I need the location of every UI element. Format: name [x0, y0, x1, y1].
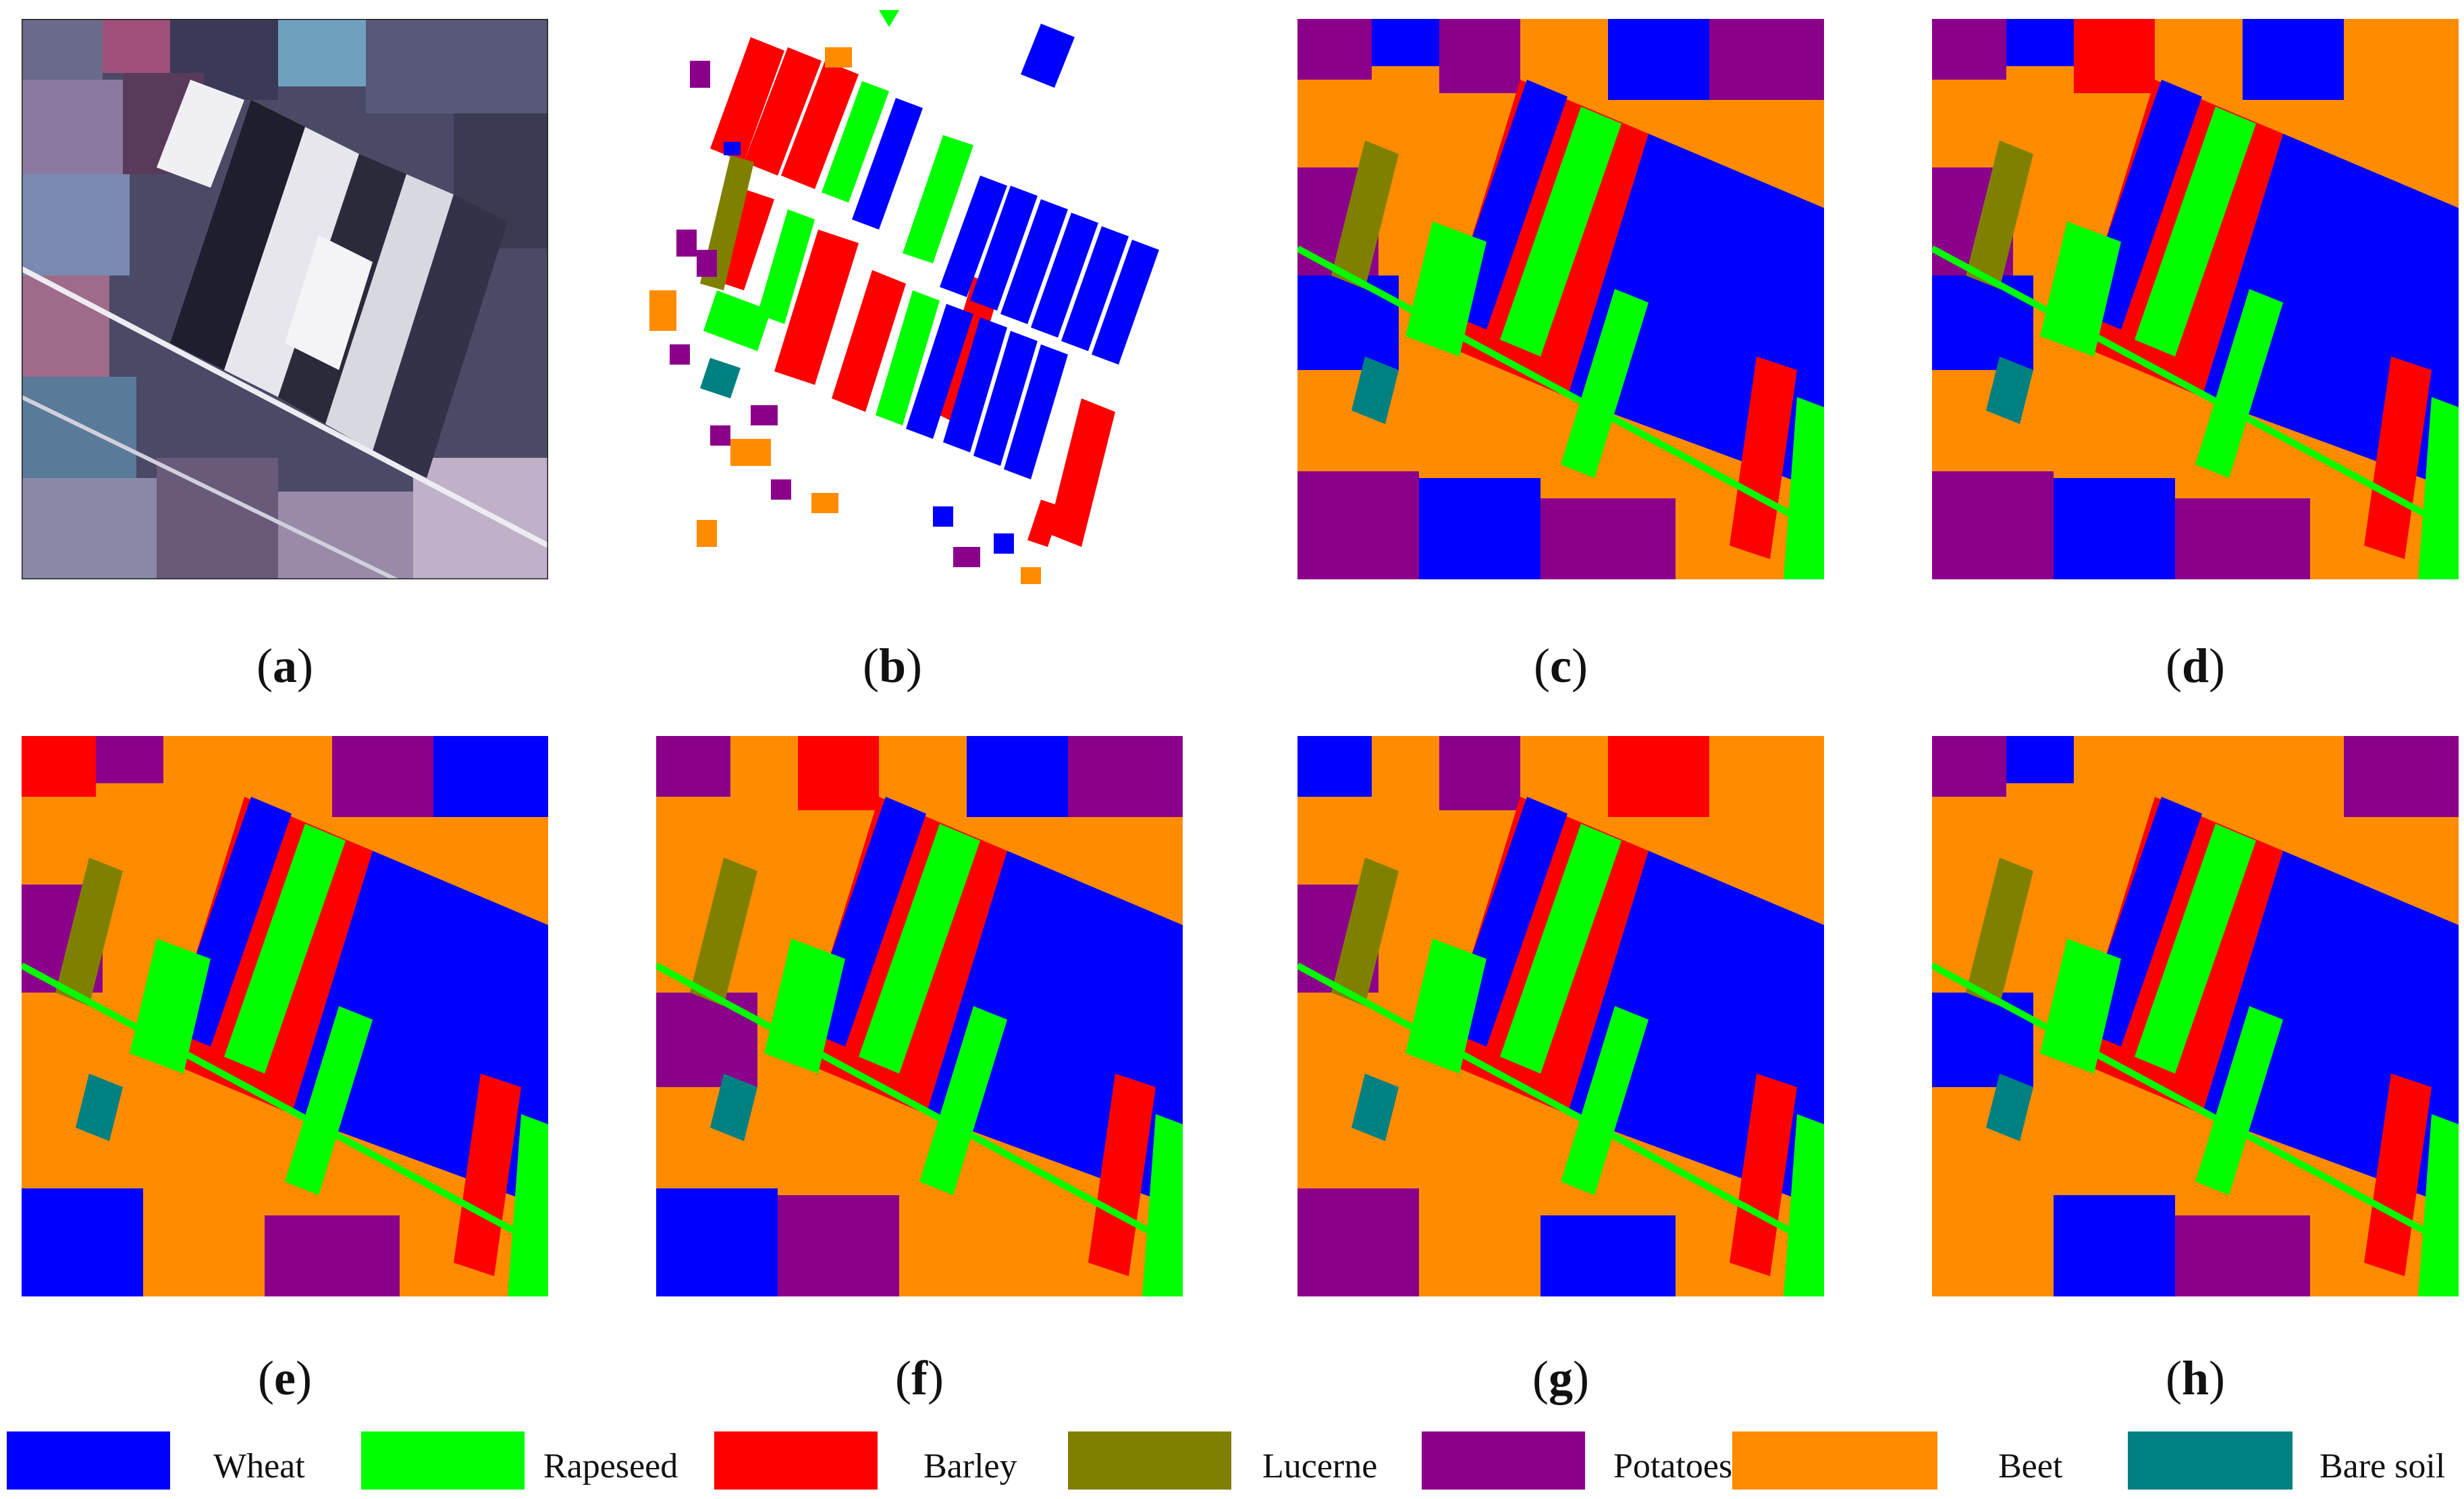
gt-orange-fields	[649, 47, 1041, 584]
panel-b-ground-truth	[643, 7, 1183, 587]
panel-c-classification-map	[1297, 19, 1824, 579]
classification-map-e	[22, 736, 548, 1296]
gt-purple-fields	[670, 61, 980, 567]
caption-e: (e)	[258, 1351, 312, 1405]
classification-map-c	[1297, 19, 1824, 579]
map-fields	[656, 736, 1183, 1296]
legend-swatch-potatoes	[1422, 1431, 1585, 1490]
classification-map-f	[656, 736, 1183, 1296]
classification-map-g	[1297, 736, 1824, 1296]
legend-label-wheat: Wheat	[213, 1447, 305, 1485]
map-fields	[1297, 19, 1824, 579]
panel-d-classification-map	[1932, 19, 2459, 579]
sar-bright-strips	[157, 80, 508, 478]
legend-swatch-bare-soil	[2128, 1431, 2293, 1490]
classification-map-d	[1932, 19, 2459, 579]
legend-label-potatoes: Potatoes	[1613, 1447, 1733, 1485]
caption-f: (f)	[895, 1351, 944, 1405]
legend-swatch-rapeseed	[361, 1431, 525, 1490]
panel-g-classification-map	[1297, 736, 1824, 1296]
ground-truth-map	[643, 7, 1183, 587]
legend-label-rapeseed: Rapeseed	[543, 1447, 678, 1485]
sar-image	[22, 19, 548, 579]
legend-swatch-barley	[714, 1431, 878, 1490]
legend-label-bare-soil: Bare soil	[2320, 1447, 2446, 1485]
caption-d: (d)	[2165, 639, 2225, 693]
map-fields	[1932, 19, 2459, 579]
map-fields	[1932, 736, 2459, 1296]
panel-a-sar-image	[22, 19, 548, 579]
caption-h: (h)	[2165, 1351, 2225, 1405]
gt-blue-strips	[852, 98, 1159, 479]
legend-swatch-lucerne	[1068, 1431, 1231, 1490]
caption-c: (c)	[1534, 639, 1588, 693]
gt-red-strips	[710, 37, 1115, 547]
classification-map-h	[1932, 736, 2459, 1296]
legend-label-lucerne: Lucerne	[1262, 1447, 1378, 1485]
caption-g: (g)	[1532, 1351, 1589, 1405]
panel-f-classification-map	[656, 736, 1183, 1296]
legend-swatch-beet	[1732, 1431, 1937, 1490]
caption-a: (a)	[257, 639, 313, 693]
caption-b: (b)	[862, 639, 922, 693]
legend-label-barley: Barley	[923, 1447, 1017, 1485]
panel-h-classification-map	[1932, 736, 2459, 1296]
legend-swatch-wheat	[7, 1431, 170, 1490]
gt-green-strips	[703, 81, 973, 425]
panel-e-classification-map	[22, 736, 548, 1296]
legend-label-beet: Beet	[1998, 1447, 2063, 1485]
